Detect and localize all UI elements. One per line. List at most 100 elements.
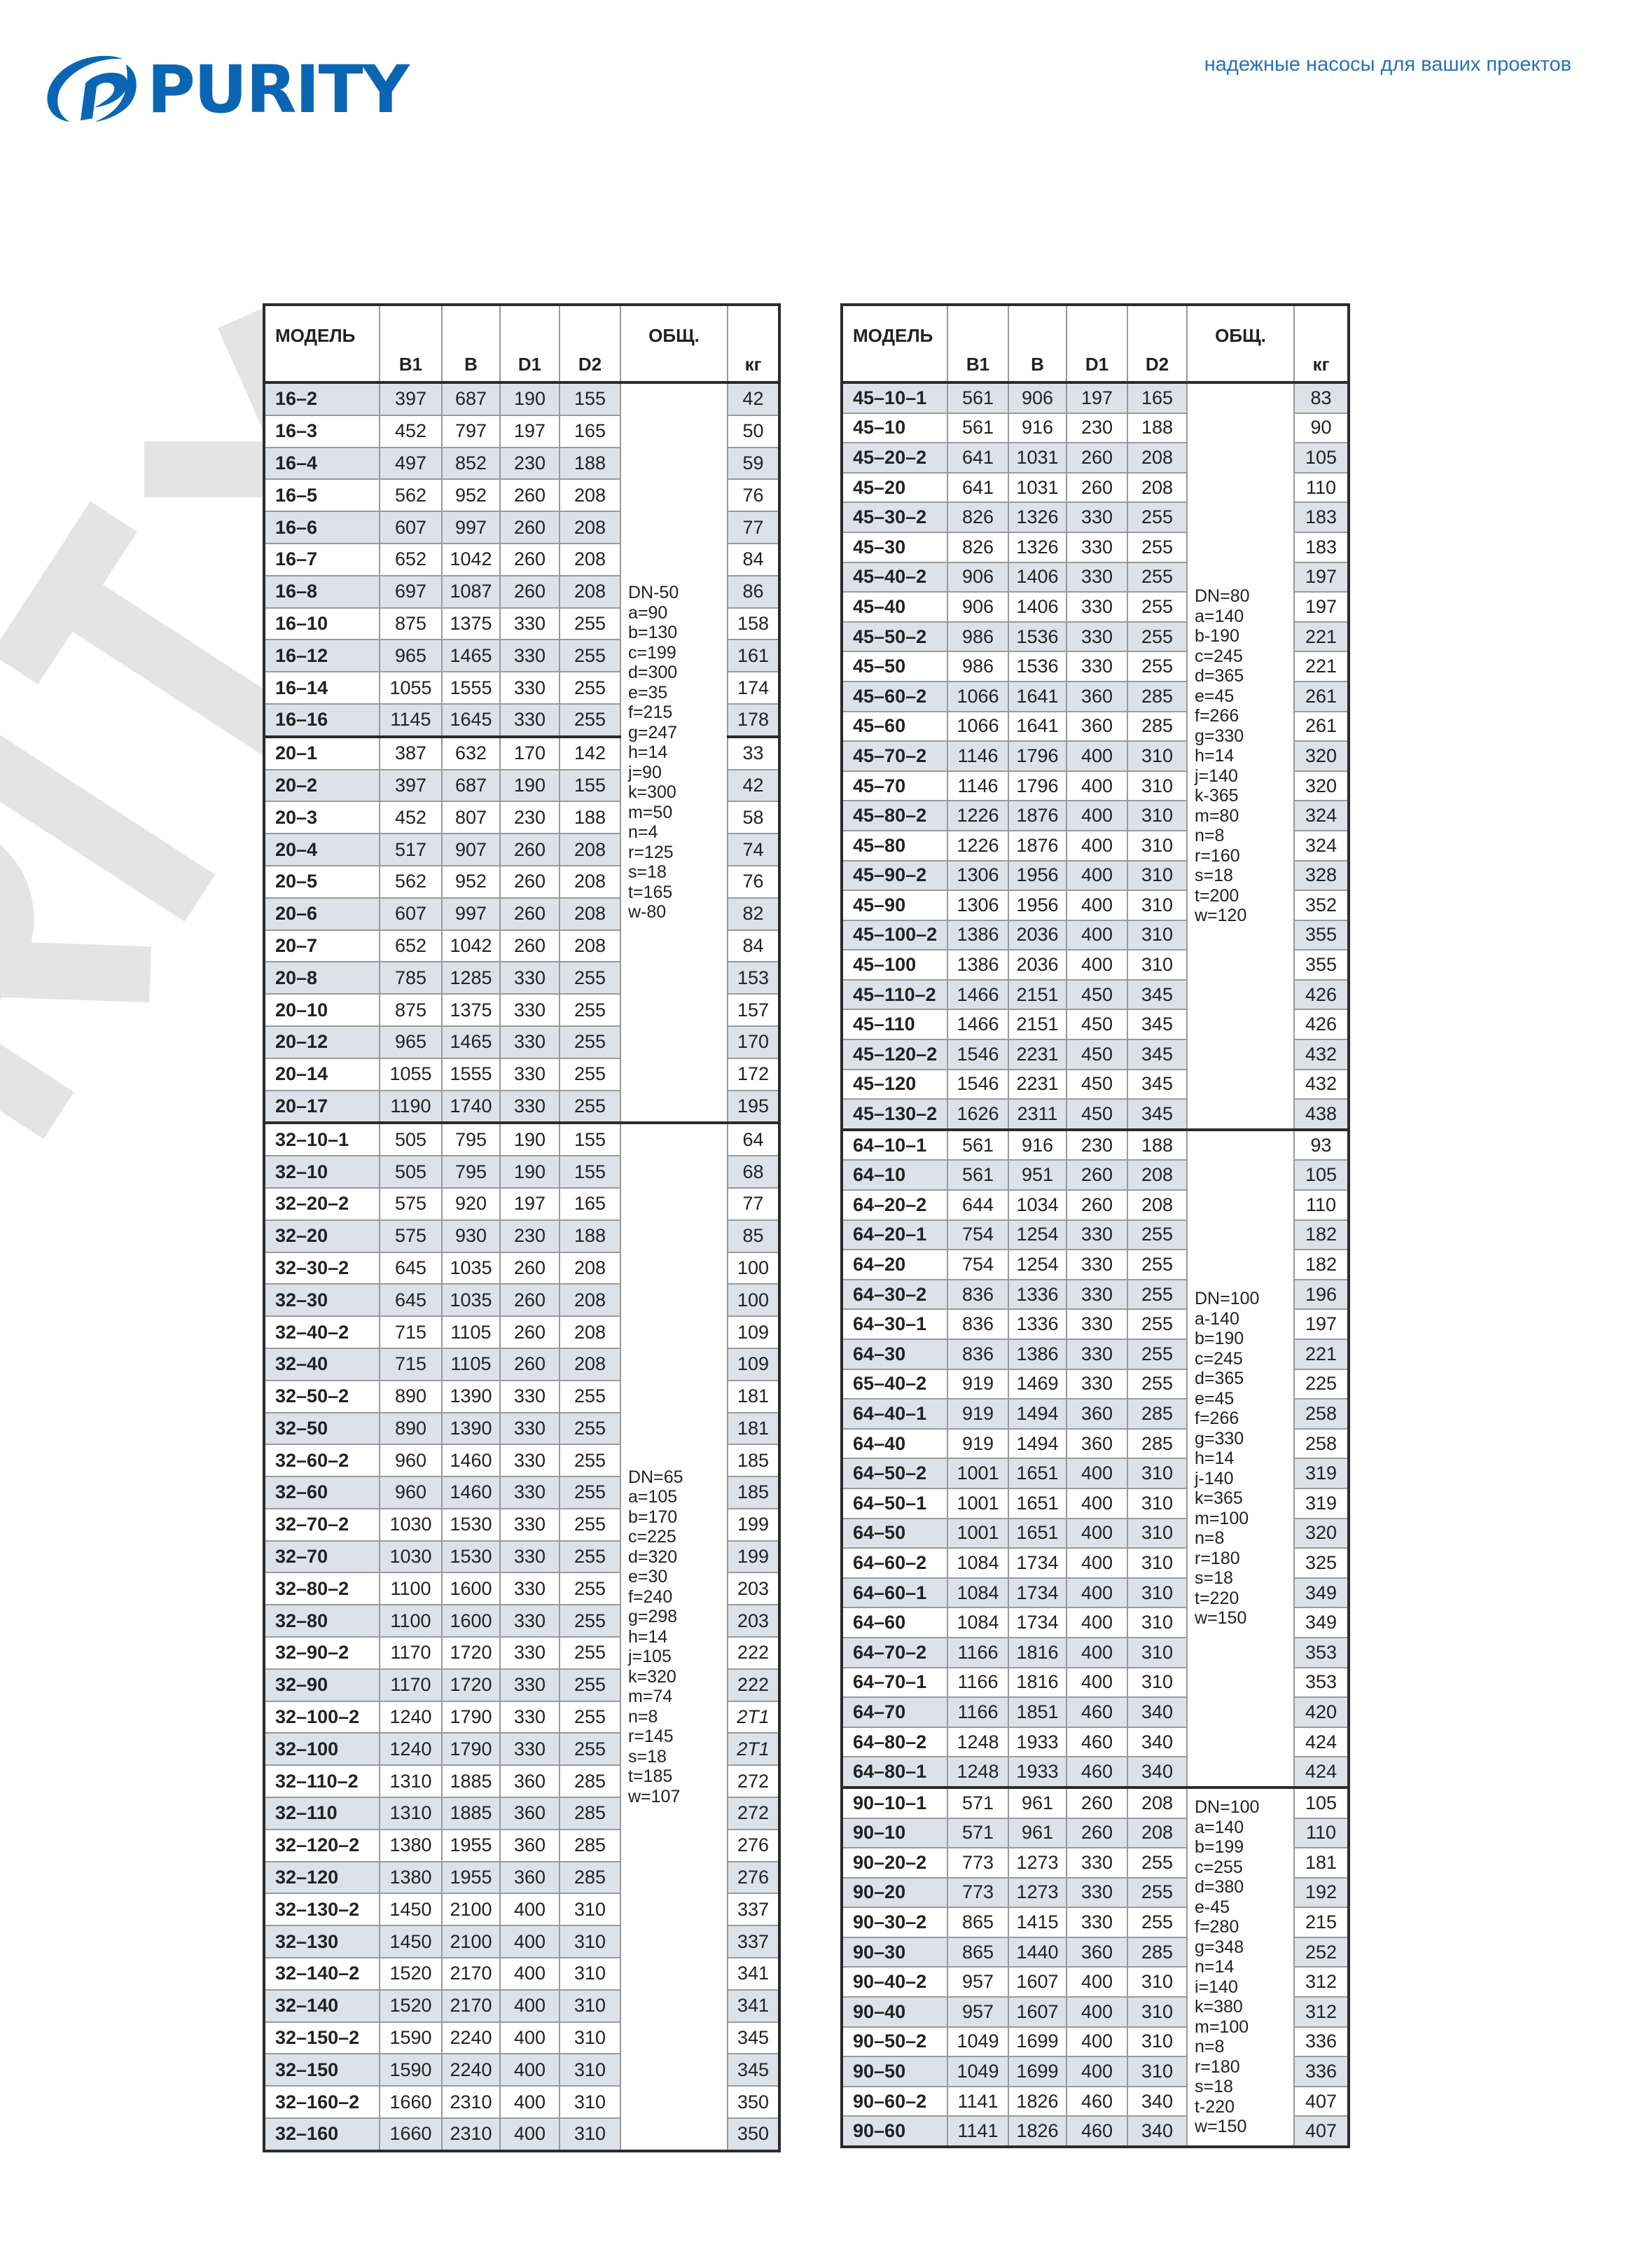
- b-cell: 2151: [1008, 1009, 1067, 1041]
- d2-cell: 310: [1127, 800, 1188, 831]
- b-cell: 687: [441, 382, 501, 416]
- table-row: 64–80–1 1248 1933 460 340 424: [841, 1756, 1349, 1788]
- b-cell: 2311: [1008, 1098, 1067, 1130]
- table-row: 64–50–2 1001 1651 400 310 319: [841, 1458, 1349, 1489]
- d1-cell: 400: [1066, 1607, 1128, 1638]
- d1-cell: 400: [1066, 2026, 1128, 2058]
- d2-cell: 310: [1127, 770, 1188, 802]
- dimension-note: f=280: [1195, 1917, 1239, 1937]
- d2-cell: 310: [559, 1957, 621, 1991]
- model-cell: 45–120–2: [841, 1039, 948, 1070]
- model-cell: 20–3: [263, 801, 380, 835]
- model-cell: 16–12: [263, 639, 380, 673]
- weight-cell: 258: [1293, 1427, 1349, 1460]
- b-cell: 1796: [1008, 770, 1067, 802]
- table-row: 20–17 1190 1740 330 255 195: [263, 1089, 780, 1124]
- model-cell: 32–150: [263, 2053, 380, 2087]
- d2-cell: 310: [1127, 2056, 1188, 2087]
- b1-cell: 1240: [379, 1732, 443, 1766]
- model-cell: 90–40: [841, 1996, 948, 2028]
- d2-cell: 255: [1127, 651, 1188, 682]
- d2-cell: 255: [559, 1604, 621, 1638]
- table-row: 32–160 1660 2310 400 310 350: [263, 2117, 780, 2152]
- b1-cell: 1466: [947, 979, 1009, 1011]
- model-cell: 90–10: [841, 1817, 948, 1849]
- b1-cell: 1190: [379, 1089, 443, 1124]
- table-row: 45–80 1226 1876 400 310 324: [841, 829, 1349, 862]
- weight-cell: 195: [727, 1089, 780, 1124]
- b1-cell: 1141: [947, 2085, 1009, 2117]
- weight-cell: 76: [727, 864, 780, 899]
- d2-cell: 188: [559, 1219, 621, 1253]
- d1-cell: 260: [499, 574, 560, 609]
- model-cell: 45–40: [841, 591, 948, 623]
- table-row: 64–40–1 919 1494 360 285 258: [841, 1398, 1349, 1430]
- header-d2: D2: [559, 304, 621, 384]
- model-cell: 45–50: [841, 651, 948, 682]
- model-cell: 45–110–2: [841, 979, 948, 1011]
- d2-cell: 345: [1127, 979, 1188, 1011]
- model-cell: 45–70: [841, 770, 948, 802]
- d2-cell: 310: [1127, 740, 1188, 772]
- table-row: 32–90 1170 1720 330 255 222: [263, 1668, 780, 1702]
- d2-cell: 255: [559, 1572, 621, 1606]
- b1-cell: 645: [379, 1283, 443, 1318]
- b-cell: 961: [1008, 1817, 1067, 1849]
- d2-cell: 142: [559, 735, 621, 770]
- table-row: 32–140–2 1520 2170 400 310 341: [263, 1957, 780, 1991]
- model-cell: 45–50–2: [841, 621, 948, 653]
- table-row: 45–60–2 1066 1641 360 285 261: [841, 680, 1349, 712]
- dimension-note: e=30: [628, 1567, 668, 1587]
- model-cell: 45–90–2: [841, 859, 948, 892]
- d1-cell: 460: [1066, 2115, 1128, 2148]
- header-model: МОДЕЛЬ: [841, 304, 948, 384]
- table-row: 45–50 986 1536 330 255 221: [841, 651, 1349, 682]
- b-cell: 2100: [441, 1893, 501, 1927]
- b1-cell: 1248: [947, 1756, 1009, 1788]
- b-cell: 2170: [441, 1989, 501, 2023]
- table-row: 64–50–1 1001 1651 400 310 319: [841, 1487, 1349, 1519]
- weight-cell: 438: [1293, 1098, 1349, 1130]
- weight-cell: 258: [1293, 1398, 1349, 1430]
- b1-cell: 960: [379, 1444, 443, 1478]
- b1-cell: 1546: [947, 1039, 1009, 1070]
- table-row: 90–30–2 865 1415 330 255 215: [841, 1907, 1349, 1938]
- b-cell: 906: [1008, 382, 1067, 414]
- model-cell: 32–50–2: [263, 1379, 380, 1413]
- b-cell: 1645: [441, 703, 501, 738]
- table-row: 20–3 452 807 230 188 58: [263, 801, 780, 835]
- b1-cell: 1166: [947, 1636, 1009, 1668]
- dimension-note: t=165: [628, 882, 673, 902]
- table-row: 32–20 575 930 230 188 85: [263, 1219, 780, 1253]
- weight-cell: 182: [1293, 1219, 1349, 1251]
- b1-cell: 1450: [379, 1925, 443, 1959]
- b1-cell: 561: [947, 412, 1009, 444]
- model-cell: 32–90–2: [263, 1636, 380, 1670]
- d2-cell: 208: [559, 1283, 621, 1318]
- dimension-note: g=330: [1195, 1428, 1244, 1448]
- model-cell: 20–5: [263, 864, 380, 899]
- weight-cell: 350: [727, 2085, 780, 2120]
- table-row: 20–4 517 907 260 208 74: [263, 833, 780, 866]
- table-row: 20–10 875 1375 330 255 157: [263, 993, 780, 1027]
- d1-cell: 450: [1066, 1068, 1128, 1100]
- model-cell: 32–30–2: [263, 1251, 380, 1285]
- dimension-note: c=255: [1195, 1857, 1243, 1877]
- table-row: 90–30 865 1440 360 285 252: [841, 1936, 1349, 1968]
- general-dimensions-notes: DN=100 a=140 b=199 c=255 d=380 e-45 f=280 g=348…: [1186, 1785, 1295, 2148]
- d2-cell: 255: [559, 703, 621, 738]
- weight-cell: 82: [727, 897, 780, 931]
- d1-cell: 230: [1066, 412, 1128, 444]
- d1-cell: 400: [1066, 1636, 1128, 1668]
- table-row: 20–5 562 952 260 208 76: [263, 864, 780, 899]
- d1-cell: 330: [1066, 651, 1128, 682]
- weight-cell: 324: [1293, 800, 1349, 831]
- d2-cell: 255: [559, 1025, 621, 1059]
- d1-cell: 360: [499, 1797, 560, 1830]
- weight-cell: 100: [727, 1283, 780, 1318]
- table-row: 45–30–2 826 1326 330 255 183: [841, 502, 1349, 533]
- header-general: ОБЩ.: [1186, 304, 1295, 384]
- b1-cell: 875: [379, 993, 443, 1027]
- d1-cell: 330: [1066, 621, 1128, 653]
- model-cell: 32–80: [263, 1604, 380, 1638]
